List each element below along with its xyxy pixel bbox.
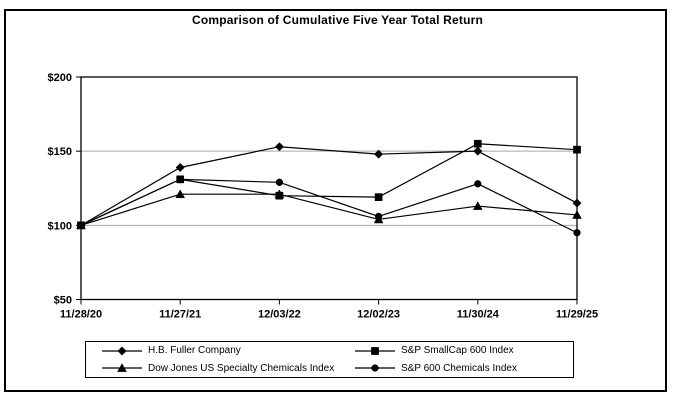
plot-border (80, 76, 578, 301)
marker-circle-s-p-600-chemicals-index (474, 180, 482, 188)
diamond-marker-icon (102, 346, 142, 356)
legend-label: Dow Jones US Specialty Chemicals Index (148, 362, 335, 374)
legend-label: S&P SmallCap 600 Index (401, 345, 514, 357)
y-tick-label: $150 (48, 146, 72, 158)
marker-diamond-h-b-fuller-company (175, 162, 185, 173)
y-tick-label: $50 (54, 295, 72, 307)
series-line-dow-jones-us-specialty-chemicals-index (80, 193, 578, 226)
marker-circle-s-p-600-chemicals-index (374, 212, 383, 220)
legend-box: H.B. Fuller Company S&P SmallCap 600 Inde… (85, 341, 574, 378)
legend-item-h-b-fuller-company: H.B. Fuller Company (100, 345, 353, 357)
y-tick-label: $100 (48, 220, 72, 232)
triangle-glyph (117, 363, 127, 373)
marker-square-s-p-smallcap-600-index (374, 193, 383, 201)
marker-diamond-h-b-fuller-company (274, 142, 284, 152)
chart-title: Comparison of Cumulative Five Year Total… (191, 13, 483, 27)
marker-circle-s-p-600-chemicals-index (275, 178, 284, 186)
x-tick-label: 11/27/21 (159, 309, 201, 321)
square-glyph (371, 346, 379, 355)
marker-circle-s-p-600-chemicals-index (573, 229, 581, 237)
legend-label: S&P 600 Chemicals Index (401, 362, 517, 374)
diamond-glyph (117, 346, 127, 356)
series-line-s-p-smallcap-600-index (80, 143, 578, 226)
square-marker-icon (355, 346, 395, 355)
x-tick-label: 11/30/24 (457, 309, 500, 321)
triangle-marker-icon (102, 363, 142, 373)
marker-diamond-h-b-fuller-company (473, 146, 483, 156)
legend-item-s-p-smallcap-600-index: S&P SmallCap 600 Index (353, 345, 573, 357)
circle-glyph (371, 364, 379, 372)
outer-border (4, 9, 667, 392)
x-tick-label: 11/29/25 (556, 309, 598, 321)
x-tick-label: 12/02/23 (357, 309, 400, 321)
circle-marker-icon (355, 364, 395, 372)
marker-triangle-dow-jones-us-specialty-chemicals-index (572, 210, 582, 219)
marker-square-s-p-smallcap-600-index (573, 145, 581, 154)
y-tick-label: $200 (48, 72, 72, 84)
marker-triangle-dow-jones-us-specialty-chemicals-index (472, 201, 483, 210)
marker-diamond-h-b-fuller-company (374, 149, 384, 159)
legend-item-dow-jones-us-specialty-chemicals-index: Dow Jones US Specialty Chemicals Index (100, 362, 353, 374)
marker-square-s-p-smallcap-600-index (473, 139, 482, 148)
series-line-h-b-fuller-company (80, 146, 578, 226)
marker-triangle-dow-jones-us-specialty-chemicals-index (274, 189, 285, 199)
marker-triangle-dow-jones-us-specialty-chemicals-index (175, 189, 186, 199)
marker-diamond-h-b-fuller-company (572, 198, 582, 208)
marker-circle-s-p-600-chemicals-index (77, 221, 85, 229)
legend-item-s-p-600-chemicals-index: S&P 600 Chemicals Index (353, 362, 573, 374)
legend-label: H.B. Fuller Company (148, 345, 241, 357)
x-tick-label: 11/28/20 (60, 309, 102, 321)
series-line-s-p-600-chemicals-index (80, 178, 578, 234)
x-tick-label: 12/03/22 (258, 309, 301, 321)
marker-circle-s-p-600-chemicals-index (176, 175, 184, 183)
